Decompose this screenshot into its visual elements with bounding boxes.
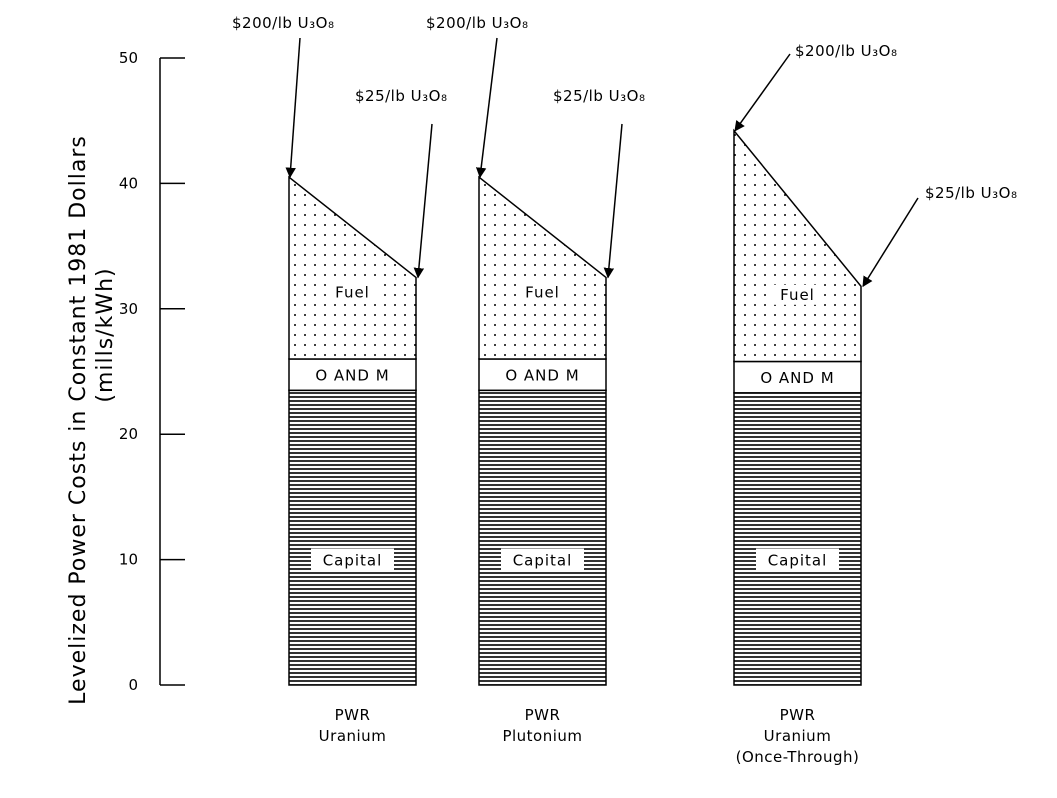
fuel-label: Fuel [335, 283, 370, 301]
om-segment [733, 360, 862, 394]
high-price-label: $200/lb U₃O₈ [232, 14, 335, 32]
category-labels: PWR Uranium PWR Plutonium PWR Uranium (Once-Th… [319, 706, 860, 766]
fuel-segment [733, 128, 862, 363]
category-line-1: PWR [525, 706, 561, 724]
high-price-label: $200/lb U₃O₈ [426, 14, 529, 32]
category-label: PWR Uranium [319, 706, 387, 745]
high-price-arrow [285, 37, 301, 179]
stacked-bar: Capital O AND M Fuel [478, 175, 607, 686]
category-label: PWR Uranium (Once-Through) [736, 706, 860, 766]
low-price-arrow [862, 197, 919, 288]
category-line-2: Uranium [319, 727, 387, 745]
om-label: O AND M [505, 367, 579, 385]
stacked-bar: Capital O AND M Fuel [288, 175, 417, 686]
om-label: O AND M [315, 367, 389, 385]
om-label: O AND M [760, 369, 834, 387]
category-label: PWR Plutonium [502, 706, 582, 745]
y-tick-label: 10 [119, 551, 138, 569]
fuel-segment [478, 175, 607, 360]
capital-segment [733, 392, 862, 686]
y-axis: 0 10 20 30 40 50 [119, 49, 185, 694]
capital-label: Capital [323, 552, 383, 570]
low-price-label: $25/lb U₃O₈ [553, 87, 645, 105]
low-price-label: $25/lb U₃O₈ [355, 87, 447, 105]
y-tick-label: 0 [128, 676, 138, 694]
price-annotations: $200/lb U₃O₈ $25/lb U₃O₈ $200/lb U₃O₈ $25/l… [232, 14, 1017, 288]
y-tick-label: 30 [119, 300, 138, 318]
capital-label-bg [756, 548, 839, 571]
fuel-segment [288, 175, 417, 360]
capital-label-bg [311, 548, 394, 571]
y-tick-label: 40 [119, 174, 138, 192]
y-axis-units: (mills/kWh) [93, 267, 118, 402]
fuel-label-bg [326, 282, 379, 303]
high-price-label: $200/lb U₃O₈ [795, 42, 898, 60]
fuel-label: Fuel [525, 283, 560, 301]
fuel-label: Fuel [780, 286, 815, 304]
category-line-2: Uranium [764, 727, 832, 745]
y-axis-label: Levelized Power Costs in Constant 1981 D… [66, 135, 118, 705]
low-price-arrow [603, 123, 623, 279]
fuel-label-bg [771, 284, 824, 305]
capital-label-bg [501, 548, 584, 571]
category-line-1: PWR [780, 706, 816, 724]
high-price-arrow [734, 53, 791, 132]
category-line-3: (Once-Through) [736, 748, 860, 766]
y-axis-title: Levelized Power Costs in Constant 1981 D… [66, 135, 91, 705]
fuel-label-bg [516, 282, 569, 303]
capital-label: Capital [768, 552, 828, 570]
capital-segment [288, 389, 417, 686]
y-tick-label: 50 [119, 49, 138, 67]
low-price-arrow [413, 123, 433, 279]
stacked-bar: Capital O AND M Fuel [733, 128, 862, 686]
low-price-label: $25/lb U₃O₈ [925, 184, 1017, 202]
capital-label: Capital [513, 552, 573, 570]
category-line-2: Plutonium [502, 727, 582, 745]
capital-segment [478, 389, 607, 686]
category-line-1: PWR [335, 706, 371, 724]
y-tick-label: 20 [119, 425, 138, 443]
high-price-arrow [475, 37, 498, 179]
